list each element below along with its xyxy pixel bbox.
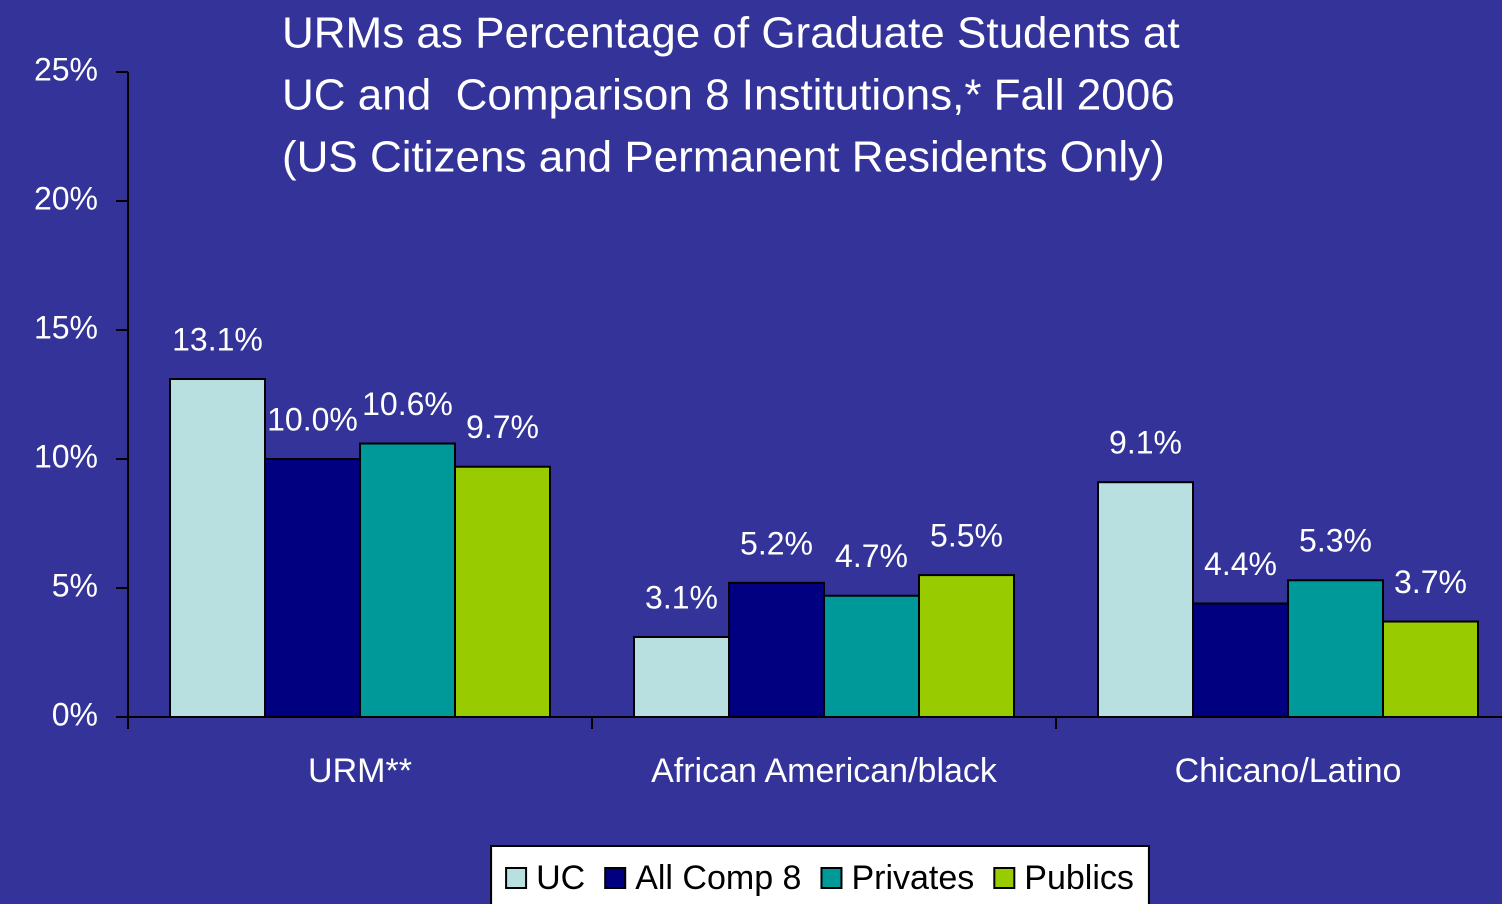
value-label: 9.7% <box>466 409 539 445</box>
y-tick-label: 0% <box>52 696 98 732</box>
legend-box <box>490 845 1150 904</box>
value-label: 4.7% <box>835 538 908 574</box>
bar <box>454 465 551 718</box>
value-label: 3.7% <box>1394 564 1467 600</box>
legend-swatch <box>505 867 528 889</box>
value-label: 5.3% <box>1299 523 1372 559</box>
value-label: 5.5% <box>930 518 1003 554</box>
bar <box>169 378 266 718</box>
legend-label: UC <box>536 859 585 897</box>
value-label: 13.1% <box>172 321 263 357</box>
legend-swatch <box>820 867 843 889</box>
x-tick-label: African American/black <box>651 752 998 790</box>
chart-title: UC and Comparison 8 Institutions,* Fall … <box>282 71 1175 120</box>
value-label: 3.1% <box>645 579 718 615</box>
bar <box>1097 481 1194 718</box>
chart-title: (US Citizens and Permanent Residents Onl… <box>282 133 1165 182</box>
value-label: 5.2% <box>740 525 813 561</box>
x-tick-label: URM** <box>308 752 412 790</box>
legend-label: Publics <box>1024 859 1134 897</box>
chart-title: URMs as Percentage of Graduate Students … <box>282 9 1180 58</box>
legend-swatch <box>993 867 1016 889</box>
legend-label: Privates <box>851 859 974 897</box>
bar <box>728 581 825 719</box>
x-tick-label: Chicano/Latino <box>1175 752 1402 790</box>
bar <box>359 442 456 718</box>
y-tick-label: 15% <box>34 309 98 345</box>
y-tick-label: 20% <box>34 180 98 216</box>
bar <box>823 594 920 718</box>
value-label: 4.4% <box>1204 546 1277 582</box>
y-tick-label: 10% <box>34 438 98 474</box>
y-tick-label: 25% <box>34 51 98 87</box>
bar <box>1382 620 1479 718</box>
value-label: 10.0% <box>267 401 358 437</box>
value-label: 10.6% <box>362 386 453 422</box>
bar <box>264 458 361 718</box>
legend-swatch <box>604 867 627 889</box>
bar <box>1192 602 1289 718</box>
bar <box>633 636 730 719</box>
y-tick-label: 5% <box>52 567 98 603</box>
bar <box>1287 579 1384 719</box>
legend-label: All Comp 8 <box>635 859 801 897</box>
value-label: 9.1% <box>1109 425 1182 461</box>
bar <box>918 574 1015 718</box>
